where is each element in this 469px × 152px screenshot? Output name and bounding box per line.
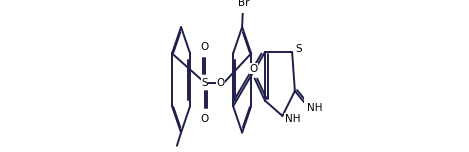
Text: S: S xyxy=(295,44,302,54)
Text: NH: NH xyxy=(285,114,300,124)
Text: O: O xyxy=(201,41,209,52)
Text: O: O xyxy=(217,78,225,88)
Text: S: S xyxy=(201,78,208,88)
Text: Br: Br xyxy=(238,0,250,9)
Text: O: O xyxy=(201,114,209,124)
Text: O: O xyxy=(249,64,257,74)
Text: NH: NH xyxy=(307,103,323,113)
